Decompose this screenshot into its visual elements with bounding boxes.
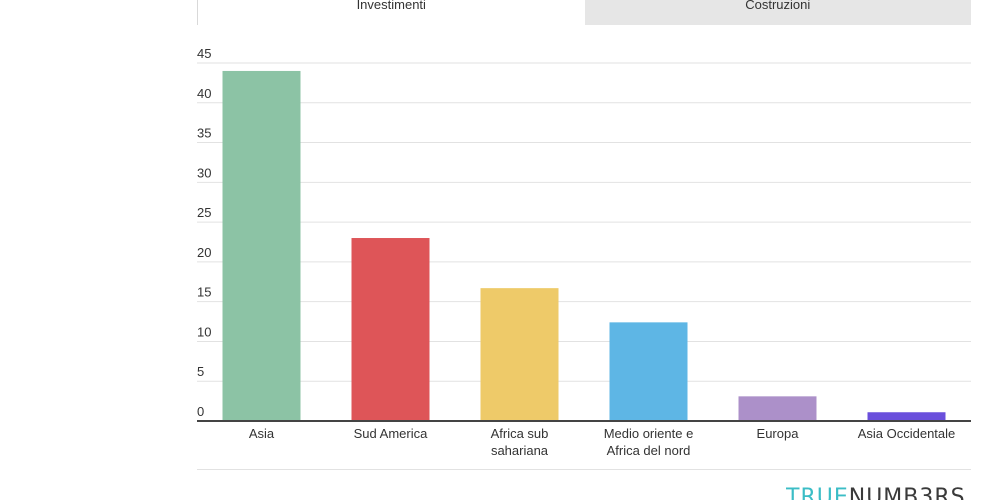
y-tick-label: 40 bbox=[197, 86, 211, 101]
y-tick-label: 20 bbox=[197, 245, 211, 260]
tab-bar: Investimenti Costruzioni bbox=[197, 0, 971, 25]
tab-costruzioni[interactable]: Costruzioni bbox=[584, 0, 971, 25]
brand-logo-part2: NUMB3RS bbox=[848, 487, 966, 500]
y-tick-label: 0 bbox=[197, 404, 204, 419]
y-tick-label: 35 bbox=[197, 126, 211, 141]
x-category-label: Medio oriente e bbox=[604, 426, 694, 441]
bar bbox=[480, 288, 559, 421]
x-category-label: Sud America bbox=[354, 426, 428, 441]
x-category-label: Asia Occidentale bbox=[858, 426, 956, 441]
y-tick-label: 45 bbox=[197, 46, 211, 61]
bar bbox=[609, 322, 688, 421]
y-tick-label: 10 bbox=[197, 324, 211, 339]
y-tick-label: 25 bbox=[197, 205, 211, 220]
tab-costruzioni-label: Costruzioni bbox=[745, 0, 811, 12]
bar bbox=[222, 70, 301, 421]
brand-logo-part1: TRUE bbox=[786, 487, 849, 500]
x-category-label: Asia bbox=[249, 426, 275, 441]
x-category-label: Europa bbox=[757, 426, 800, 441]
bar bbox=[351, 238, 430, 421]
y-tick-label: 5 bbox=[197, 364, 204, 379]
tab-investimenti-label: Investimenti bbox=[356, 0, 426, 12]
brand-logo: TRUENUMB3RS bbox=[786, 487, 966, 500]
tab-investimenti[interactable]: Investimenti bbox=[197, 0, 585, 25]
x-category-label: Africa sub bbox=[491, 426, 549, 441]
x-category-label: Africa del nord bbox=[607, 443, 691, 458]
bar bbox=[867, 412, 946, 421]
y-tick-label: 15 bbox=[197, 285, 211, 300]
bar bbox=[738, 396, 817, 421]
x-category-label: sahariana bbox=[491, 443, 549, 458]
y-tick-label: 30 bbox=[197, 165, 211, 180]
